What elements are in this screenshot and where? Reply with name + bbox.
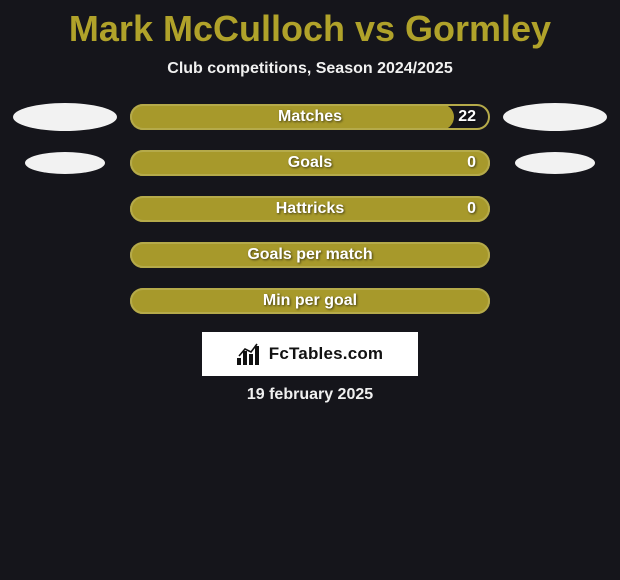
stat-value: 0 — [467, 200, 476, 218]
date-label: 19 february 2025 — [0, 386, 620, 404]
oval-icon — [515, 152, 595, 174]
spacer — [10, 286, 120, 316]
oval-icon — [503, 103, 607, 131]
oval-icon — [25, 152, 105, 174]
stat-row: Matches 22 — [10, 102, 610, 132]
stat-value: 0 — [467, 154, 476, 172]
player-marker-right — [500, 102, 610, 132]
spacer — [500, 194, 610, 224]
stat-bar: Goals per match — [130, 242, 490, 268]
spacer — [500, 240, 610, 270]
oval-icon — [13, 103, 117, 131]
stat-row: Min per goal — [10, 286, 610, 316]
spacer — [10, 194, 120, 224]
stat-label: Goals — [288, 154, 332, 172]
stat-label: Min per goal — [263, 292, 357, 310]
logo-text: FcTables.com — [269, 344, 384, 364]
bars-icon — [237, 343, 263, 365]
stat-row: Hattricks 0 — [10, 194, 610, 224]
stat-bar: Matches 22 — [130, 104, 490, 130]
player-marker-left — [10, 102, 120, 132]
stat-label: Goals per match — [247, 246, 372, 264]
stat-label: Matches — [278, 108, 342, 126]
stats-container: Matches 22 Goals 0 Hattricks 0 Goals per match… — [10, 102, 610, 316]
spacer — [500, 286, 610, 316]
page-title: Mark McCulloch vs Gormley — [0, 0, 620, 52]
stat-bar: Goals 0 — [130, 150, 490, 176]
stat-label: Hattricks — [276, 200, 344, 218]
stat-bar: Min per goal — [130, 288, 490, 314]
stat-bar: Hattricks 0 — [130, 196, 490, 222]
fctables-logo[interactable]: FcTables.com — [202, 332, 418, 376]
stat-row: Goals per match — [10, 240, 610, 270]
spacer — [10, 240, 120, 270]
stat-row: Goals 0 — [10, 148, 610, 178]
player-marker-right — [500, 148, 610, 178]
subtitle: Club competitions, Season 2024/2025 — [0, 60, 620, 78]
player-marker-left — [10, 148, 120, 178]
stat-value: 22 — [458, 108, 476, 126]
